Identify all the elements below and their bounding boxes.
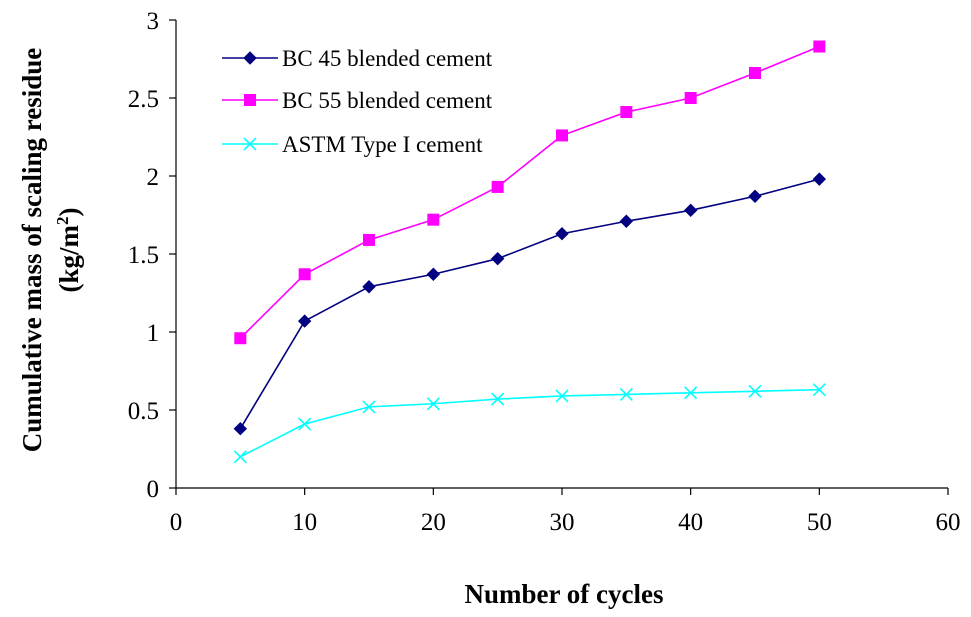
data-point (813, 40, 826, 53)
data-point (619, 387, 633, 401)
data-point (812, 383, 826, 397)
x-tick-label: 20 (421, 509, 446, 536)
y-tick-label: 2.5 (128, 86, 159, 113)
data-point (619, 214, 634, 228)
y-axis-title-line1: Cumulative mass of scaling residue (17, 48, 47, 453)
y-tick-label: 1 (147, 320, 160, 347)
series-line (239, 388, 820, 458)
data-point (233, 422, 248, 436)
legend-marker (243, 137, 257, 151)
legend-label: BC 55 blended cement (282, 88, 493, 113)
marker-stroke (362, 400, 376, 414)
y-axis-units-base: (kg/m (54, 224, 84, 292)
series-2 (234, 40, 826, 345)
y-tick-label: 0 (147, 476, 160, 503)
y-tick-label: 3 (147, 8, 160, 35)
data-point (298, 417, 312, 431)
legend: BC 45 blended cement BC 55 blended cement… (222, 46, 493, 157)
data-point (426, 267, 441, 281)
legend-item: BC 55 blended cement (222, 88, 493, 113)
legend-item: ASTM Type I cement (222, 132, 483, 157)
x-tick-label: 0 (170, 509, 183, 536)
y-axis-title-line2: (kg/m2) (53, 208, 84, 293)
y-tick-label: 1.5 (128, 242, 159, 269)
marker-stroke (491, 392, 505, 406)
legend-marker (244, 94, 256, 106)
data-point (426, 397, 440, 411)
axes: 0 0.5 1 1.5 2 2.5 3 0 10 20 30 40 50 60 (128, 8, 961, 536)
data-point (684, 386, 698, 400)
marker-stroke (298, 417, 312, 431)
data-point (233, 450, 247, 464)
data-point (620, 106, 633, 119)
data-point (683, 203, 698, 218)
data-point (491, 392, 505, 406)
data-point (234, 332, 247, 345)
x-tick-label: 60 (936, 509, 961, 536)
y-ticks: 0 0.5 1 1.5 2 2.5 3 (128, 8, 176, 503)
x-tick-label: 40 (678, 509, 703, 536)
marker-stroke (243, 137, 257, 151)
data-point (491, 180, 504, 193)
data-point (427, 213, 440, 226)
data-point (556, 129, 568, 142)
marker-stroke (684, 386, 698, 400)
y-axis-title: Cumulative mass of scaling residue (17, 48, 47, 453)
x-tick-label: 50 (807, 509, 832, 536)
x-axis-title: Number of cycles (465, 579, 664, 609)
series-layer (233, 40, 827, 464)
marker-stroke (233, 450, 247, 464)
data-point (362, 400, 376, 414)
x-tick-label: 10 (292, 509, 317, 536)
marker-stroke (619, 387, 633, 401)
x-tick-label: 30 (550, 509, 575, 536)
marker-stroke (812, 383, 826, 397)
series-3 (233, 383, 826, 464)
y-tick-label: 0.5 (128, 398, 159, 425)
y-axis-title-units: (kg/m2) (53, 208, 84, 293)
series-1 (233, 172, 827, 436)
series-line (239, 45, 820, 339)
data-point (362, 280, 376, 294)
data-point (297, 314, 312, 328)
data-point (812, 172, 827, 186)
data-point (555, 389, 569, 403)
y-axis-units-superscript: 2 (53, 217, 72, 226)
y-axis-units-close: ) (54, 208, 84, 217)
data-point (490, 251, 505, 266)
series-line (239, 178, 820, 430)
data-point (748, 384, 762, 398)
y-tick-label: 2 (147, 164, 160, 191)
data-point (749, 67, 761, 80)
legend-label: BC 45 blended cement (282, 46, 493, 71)
legend-marker (243, 51, 257, 65)
marker-stroke (426, 397, 440, 411)
legend-label: ASTM Type I cement (282, 132, 483, 157)
marker-stroke (555, 389, 569, 403)
data-point (298, 268, 311, 281)
data-point (684, 92, 697, 104)
data-point (363, 233, 375, 246)
data-point (748, 189, 762, 203)
data-point (555, 227, 569, 241)
x-ticks: 0 10 20 30 40 50 60 (170, 488, 961, 536)
marker-stroke (748, 384, 762, 398)
legend-item: BC 45 blended cement (222, 46, 493, 71)
